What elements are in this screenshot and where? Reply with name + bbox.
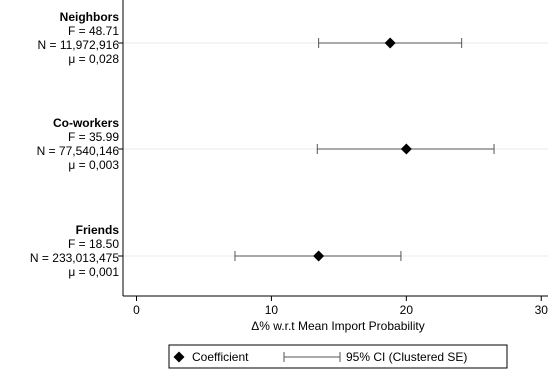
coefficient-marker	[313, 250, 325, 262]
x-tick-label: 0	[133, 303, 140, 317]
legend-coefficient-label: Coefficient	[192, 350, 249, 364]
legend-coefficient-marker	[173, 351, 185, 363]
x-tick-label: 10	[265, 303, 279, 317]
group-stat: N = 11,972,916	[37, 38, 119, 52]
group-stat: N = 233,013,475	[30, 251, 119, 265]
group-label: Neighbors	[60, 10, 120, 24]
legend: Coefficient 95% CI (Clustered SE)	[168, 344, 508, 369]
group-stat: F = 35.99	[68, 130, 119, 144]
group-label: Co-workers	[53, 116, 119, 130]
group-stat: μ = 0,003	[68, 158, 119, 172]
x-tick-label: 20	[400, 303, 414, 317]
group-stat: F = 48.71	[68, 24, 119, 38]
x-ticks: 0 10 20 30	[133, 296, 548, 317]
legend-ci-label: 95% CI (Clustered SE)	[346, 350, 467, 364]
coefficient-marker	[400, 143, 412, 155]
legend-ci-symbol	[283, 352, 341, 362]
coefficient-marker	[384, 37, 396, 49]
group-stat: μ = 0,001	[68, 265, 119, 279]
group-stat: μ = 0,028	[68, 52, 119, 66]
group-stat: N = 77,540,146	[37, 144, 120, 158]
x-axis-label: Δ% w.r.t Mean Import Probability	[251, 319, 424, 333]
group-label: Friends	[76, 223, 120, 237]
x-tick-label: 30	[535, 303, 548, 317]
group-stat: F = 18.50	[68, 237, 119, 251]
